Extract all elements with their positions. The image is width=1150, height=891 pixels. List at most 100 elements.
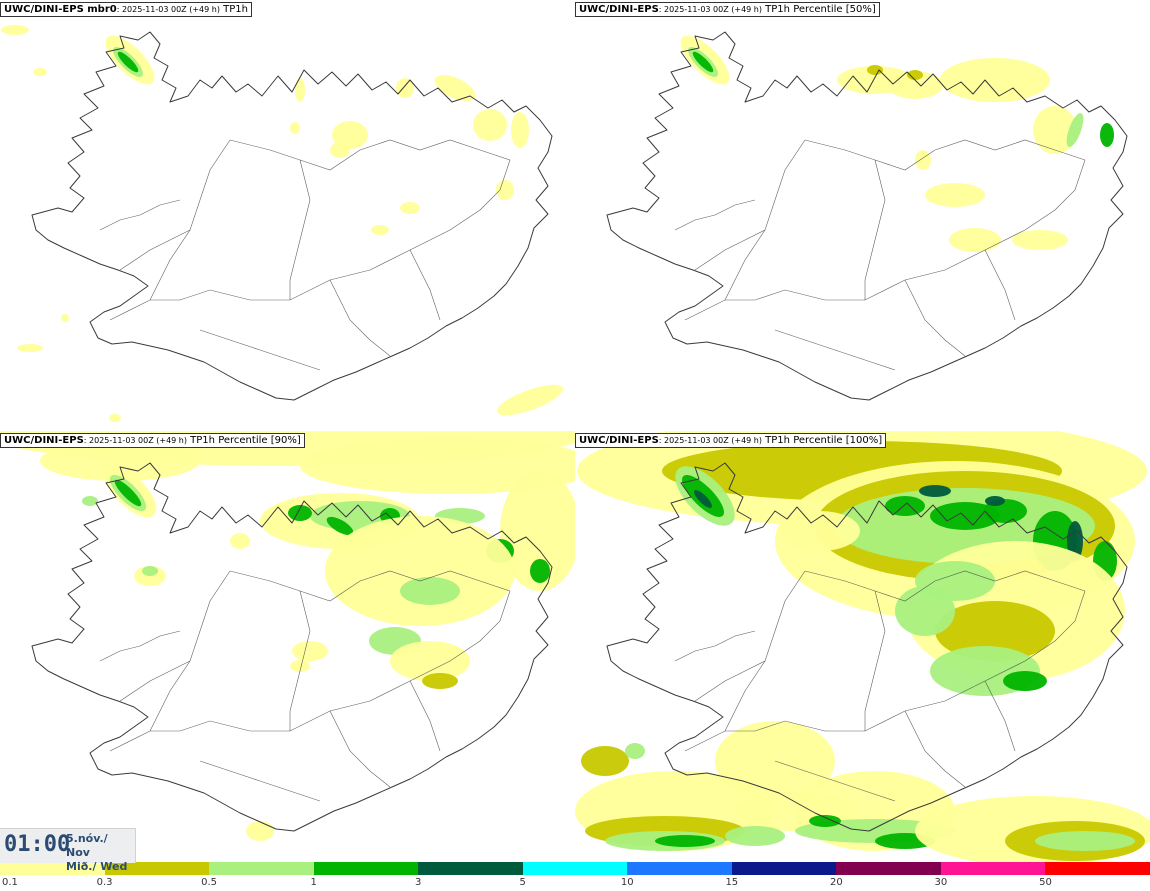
precip-contour xyxy=(82,496,98,506)
panel-title: UWC/DINI-EPS mbr0: 2025-11-03 00Z (+49 h… xyxy=(0,2,252,17)
road-line xyxy=(229,570,511,602)
road-line xyxy=(1054,590,1086,642)
run-info: : 2025-11-03 00Z (+49 h) xyxy=(658,436,762,445)
precip-contour xyxy=(780,511,860,551)
precip-contour xyxy=(117,51,139,73)
precip-contour xyxy=(985,496,1005,506)
precip-map xyxy=(575,431,1150,862)
precip-contour xyxy=(496,384,564,416)
road-line xyxy=(119,229,191,271)
legend-swatch xyxy=(104,862,210,875)
road-line xyxy=(119,660,191,702)
model-name: UWC/DINI-EPS xyxy=(579,435,659,446)
legend-swatch xyxy=(209,862,314,875)
color-legend: 0.1 0.3 0.5 1 3 5 10 15 20 30 50 xyxy=(0,862,1150,891)
precip-contour xyxy=(692,51,714,73)
precip-contour xyxy=(581,746,629,776)
valid-date: 5.nóv./ Nov Mið./ Wed xyxy=(66,832,135,874)
precip-contour xyxy=(396,78,414,98)
field-name: TP1h Percentile [50%] xyxy=(765,4,876,15)
run-info: : 2025-11-03 00Z (+49 h) xyxy=(83,436,187,445)
legend-tick-label: 0.5 xyxy=(201,877,218,888)
road-line xyxy=(409,680,441,752)
precip-contour xyxy=(919,485,951,497)
legend-tick-label: 5 xyxy=(519,877,526,888)
legend-swatch xyxy=(731,862,837,875)
legend-swatch xyxy=(627,862,732,875)
precip-contour xyxy=(434,75,476,101)
legend-swatch xyxy=(313,862,419,875)
precip-contour xyxy=(935,601,1055,661)
legend-swatch xyxy=(522,862,628,875)
valid-date-line1: 5.nóv./ Nov xyxy=(66,832,108,859)
road-line xyxy=(804,570,1086,602)
precip-contour xyxy=(473,109,507,141)
precip-contour xyxy=(40,441,200,481)
road-line xyxy=(329,710,391,788)
legend-tick-label: 10 xyxy=(620,877,634,888)
legend-swatch xyxy=(1045,862,1150,875)
road-line xyxy=(199,760,321,802)
road-line xyxy=(149,570,231,732)
precip-contour xyxy=(230,533,250,549)
model-name: UWC/DINI-EPS xyxy=(4,435,84,446)
precip-contour xyxy=(332,121,368,149)
precip-contour xyxy=(809,815,841,827)
road-line xyxy=(99,630,181,662)
precip-contour xyxy=(17,344,43,352)
precip-contour xyxy=(325,516,515,626)
road-line xyxy=(984,249,1016,321)
precip-contour xyxy=(246,821,274,841)
road-line xyxy=(199,329,321,371)
precip-contour xyxy=(655,835,715,847)
precip-contour xyxy=(915,561,995,601)
legend-tick-label: 15 xyxy=(725,877,739,888)
model-name: UWC/DINI-EPS xyxy=(579,4,659,15)
road-line xyxy=(99,199,181,231)
road-line xyxy=(724,570,806,732)
precip-contour xyxy=(1,25,29,35)
map-panel-p90[interactable]: UWC/DINI-EPS: 2025-11-03 00Z (+49 h) TP1… xyxy=(0,431,575,862)
legend-swatch xyxy=(836,862,941,875)
precip-contour xyxy=(511,112,529,148)
valid-time-box: 01:00 5.nóv./ Nov Mið./ Wed xyxy=(0,828,136,873)
map-panel-p100[interactable]: UWC/DINI-EPS: 2025-11-03 00Z (+49 h) TP1… xyxy=(575,431,1150,862)
precip-contour xyxy=(114,479,142,507)
road-line xyxy=(149,139,231,301)
legend-tick-label: 3 xyxy=(414,877,422,888)
precip-contour xyxy=(422,673,458,689)
precip-contour xyxy=(500,471,575,591)
road-line xyxy=(409,249,441,321)
precip-contour xyxy=(530,559,550,583)
legend-bar xyxy=(0,862,1150,875)
road-line xyxy=(774,760,896,802)
road-line xyxy=(724,139,806,301)
precip-contour xyxy=(142,566,158,576)
precip-contour xyxy=(867,65,883,75)
field-name: TP1h Percentile [90%] xyxy=(190,435,301,446)
legend-swatch xyxy=(940,862,1046,875)
road-line xyxy=(674,199,756,231)
precip-contour xyxy=(290,122,300,134)
precip-contour xyxy=(694,490,712,508)
precip-contour xyxy=(1033,106,1077,154)
precip-contour xyxy=(496,180,514,200)
road-line xyxy=(694,229,766,271)
precip-contour xyxy=(330,142,350,158)
precip-contour xyxy=(625,743,645,759)
map-panel-member0[interactable]: UWC/DINI-EPS mbr0: 2025-11-03 00Z (+49 h… xyxy=(0,0,575,431)
road-line xyxy=(109,209,481,321)
coastline xyxy=(31,462,553,832)
road-line xyxy=(674,630,756,662)
precip-contour xyxy=(400,202,420,214)
precip-map xyxy=(606,31,1128,401)
legend-swatch xyxy=(418,862,523,875)
legend-tick-label: 30 xyxy=(934,877,948,888)
map-panel-p50[interactable]: UWC/DINI-EPS: 2025-11-03 00Z (+49 h) TP1… xyxy=(575,0,1150,431)
precip-contour xyxy=(390,641,470,681)
valid-date-line2: Mið./ Wed xyxy=(66,860,128,873)
road-line xyxy=(694,660,766,702)
precip-contour xyxy=(371,225,389,235)
legend-tick-label: 0.1 xyxy=(2,877,18,888)
precip-contour xyxy=(930,502,1000,530)
